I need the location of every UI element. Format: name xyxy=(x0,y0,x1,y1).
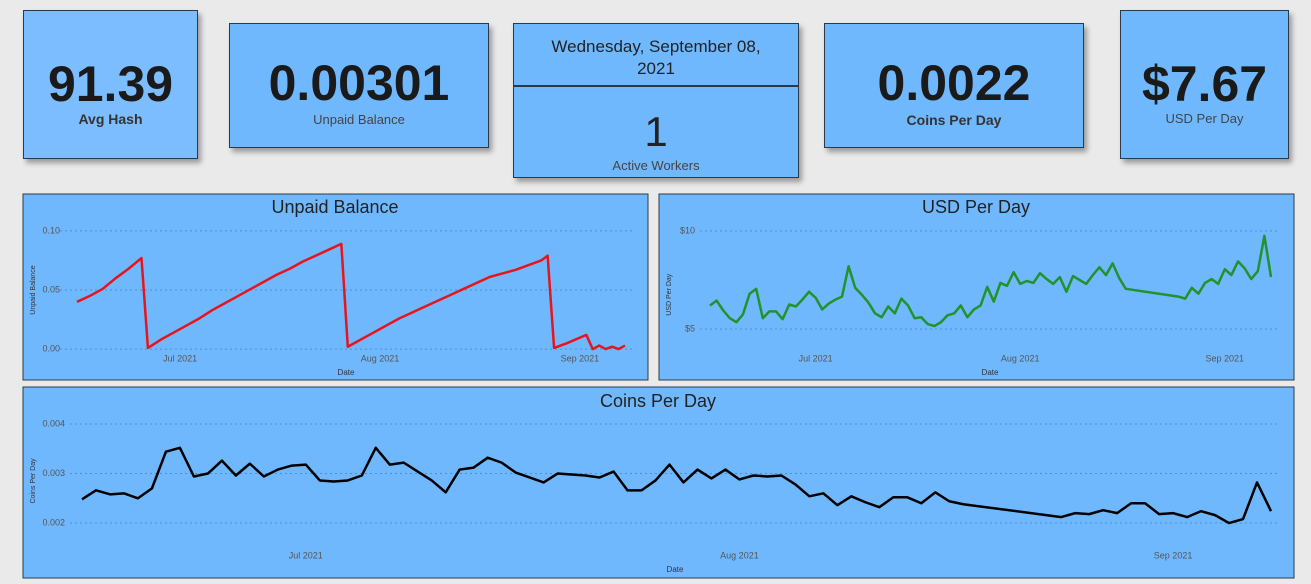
y-tick-label: 0.002 xyxy=(42,517,65,527)
y-tick-label: 0.003 xyxy=(42,468,65,478)
y-tick-label: 0.10 xyxy=(42,225,60,235)
kpi-card: $7.67 USD Per Day xyxy=(1120,10,1289,159)
x-tick-label: Sep 2021 xyxy=(1154,550,1193,560)
x-tick-label: Aug 2021 xyxy=(361,353,400,363)
x-tick-label: Jul 2021 xyxy=(289,550,323,560)
date-text: Wednesday, September 08, 2021 xyxy=(551,37,761,78)
divider xyxy=(514,85,798,87)
kpi-value: $7.67 xyxy=(1141,56,1268,112)
y-tick-label: 0.004 xyxy=(42,418,65,428)
y-tick-label: 0.00 xyxy=(42,343,60,353)
x-tick-label: Sep 2021 xyxy=(561,353,600,363)
x-axis-label: Date xyxy=(982,368,999,377)
x-tick-label: Sep 2021 xyxy=(1206,353,1245,363)
x-tick-label: Jul 2021 xyxy=(799,353,833,363)
line xyxy=(81,446,1273,525)
kpi-value: 91.39 xyxy=(47,56,174,112)
y-tick-label: $10 xyxy=(680,225,695,235)
kpi-card: 0.00301 Unpaid Balance xyxy=(229,23,489,148)
chart-panel xyxy=(658,193,1295,381)
kpi-value: 0.00301 xyxy=(268,55,450,111)
kpi-label: Coins Per Day xyxy=(906,112,1002,128)
y-tick-label: $5 xyxy=(685,323,695,333)
x-axis-label: Date xyxy=(667,565,684,574)
x-tick-label: Jul 2021 xyxy=(163,353,197,363)
kpi-card: 0.0022 Coins Per Day xyxy=(824,23,1084,148)
kpi-label: Active Workers xyxy=(612,158,700,173)
line xyxy=(709,234,1273,328)
date-card: Wednesday, September 08, 2021 1 Active W… xyxy=(513,23,799,178)
chart-title: USD Per Day xyxy=(922,197,1030,217)
kpi-label: Avg Hash xyxy=(78,111,143,127)
kpi-label: Unpaid Balance xyxy=(313,112,405,127)
kpi-label: USD Per Day xyxy=(1165,111,1244,126)
chart-title: Coins Per Day xyxy=(600,391,716,411)
kpi-card: 91.39 Avg Hash xyxy=(23,10,198,159)
y-tick-label: 0.05 xyxy=(42,284,60,294)
y-axis-label: USD Per Day xyxy=(666,273,673,316)
kpi-value: 1 xyxy=(644,108,668,155)
chart-panel xyxy=(22,193,649,381)
x-tick-label: Aug 2021 xyxy=(1001,353,1040,363)
x-tick-label: Aug 2021 xyxy=(720,550,759,560)
line xyxy=(76,242,626,351)
y-axis-label: Unpaid Balance xyxy=(30,265,37,315)
chart-panel xyxy=(22,386,1295,579)
y-axis-label: Coins Per Day xyxy=(30,458,37,504)
kpi-value: 0.0022 xyxy=(877,55,1031,111)
x-axis-label: Date xyxy=(338,368,355,377)
chart-title: Unpaid Balance xyxy=(271,197,398,217)
